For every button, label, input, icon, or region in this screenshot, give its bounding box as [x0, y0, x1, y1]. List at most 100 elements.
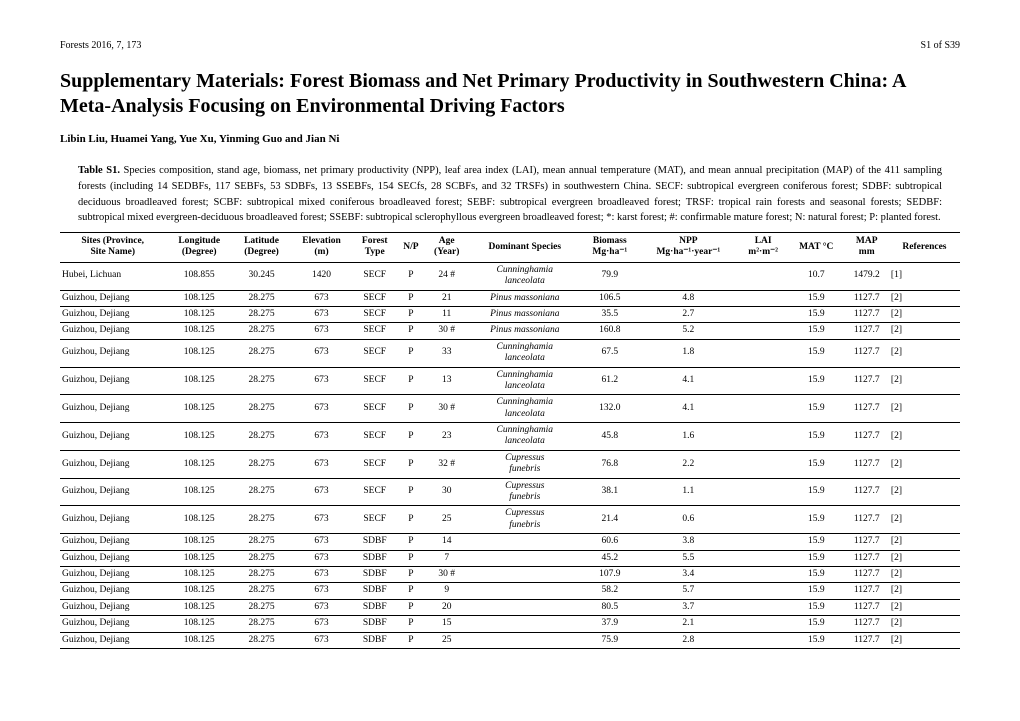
cell: 15.9	[788, 534, 845, 550]
cell: Guizhou, Dejiang	[60, 395, 165, 423]
col-lon: Longitude(Degree)	[165, 233, 232, 263]
cell: 28.275	[233, 306, 290, 322]
cell	[738, 583, 788, 599]
cell: 20	[425, 599, 468, 615]
cell: 13	[425, 367, 468, 395]
cell: 3.8	[638, 534, 738, 550]
cell: SDBF	[353, 566, 397, 582]
cell: [2]	[889, 339, 960, 367]
cell: Guizhou, Dejiang	[60, 583, 165, 599]
cell: 28.275	[233, 534, 290, 550]
cell: 108.125	[165, 506, 232, 534]
cell: 108.125	[165, 534, 232, 550]
cell: P	[397, 616, 425, 632]
cell: 15	[425, 616, 468, 632]
cell: 108.125	[165, 632, 232, 648]
cell: 673	[290, 632, 353, 648]
cell	[738, 566, 788, 582]
cell: P	[397, 290, 425, 306]
cell	[468, 583, 581, 599]
cell: [2]	[889, 423, 960, 451]
cell: 108.125	[165, 339, 232, 367]
cell: Cupressusfunebris	[468, 506, 581, 534]
cell: 2.1	[638, 616, 738, 632]
cell: Cunninghamialanceolata	[468, 367, 581, 395]
cell: [2]	[889, 450, 960, 478]
article-title: Supplementary Materials: Forest Biomass …	[60, 69, 960, 119]
cell: Guizhou, Dejiang	[60, 339, 165, 367]
cell: 1127.7	[845, 506, 889, 534]
cell: Cupressusfunebris	[468, 478, 581, 506]
cell: [1]	[889, 262, 960, 290]
cell: P	[397, 262, 425, 290]
cell: 1.6	[638, 423, 738, 451]
cell: 15.9	[788, 367, 845, 395]
table-row: Guizhou, Dejiang108.12528.275673SECFP13C…	[60, 367, 960, 395]
page-number: S1 of S39	[921, 40, 960, 51]
cell: 107.9	[581, 566, 638, 582]
cell: 2.7	[638, 306, 738, 322]
cell	[738, 395, 788, 423]
cell: Guizhou, Dejiang	[60, 367, 165, 395]
cell: Guizhou, Dejiang	[60, 323, 165, 339]
cell: Pinus massoniana	[468, 323, 581, 339]
cell: 28.275	[233, 423, 290, 451]
cell: 25	[425, 632, 468, 648]
cell: 3.4	[638, 566, 738, 582]
cell: Guizhou, Dejiang	[60, 478, 165, 506]
cell: 4.1	[638, 367, 738, 395]
cell: 108.125	[165, 616, 232, 632]
cell: 1127.7	[845, 616, 889, 632]
cell: 15.9	[788, 478, 845, 506]
cell: 3.7	[638, 599, 738, 615]
cell: 2.8	[638, 632, 738, 648]
cell	[468, 534, 581, 550]
cell: [2]	[889, 478, 960, 506]
cell: SECF	[353, 478, 397, 506]
cell: 108.125	[165, 395, 232, 423]
col-site: Sites (Province,Site Name)	[60, 233, 165, 263]
cell: 1127.7	[845, 306, 889, 322]
cell: SECF	[353, 367, 397, 395]
cell: 30 #	[425, 323, 468, 339]
cell: P	[397, 478, 425, 506]
cell: SDBF	[353, 599, 397, 615]
cell: 15.9	[788, 323, 845, 339]
cell	[738, 478, 788, 506]
cell: SDBF	[353, 550, 397, 566]
cell: 80.5	[581, 599, 638, 615]
col-species: Dominant Species	[468, 233, 581, 263]
cell: 28.275	[233, 599, 290, 615]
cell: 30	[425, 478, 468, 506]
cell: 61.2	[581, 367, 638, 395]
cell: 1.1	[638, 478, 738, 506]
cell: 1127.7	[845, 583, 889, 599]
cell: 673	[290, 450, 353, 478]
cell: Guizhou, Dejiang	[60, 534, 165, 550]
cell	[738, 550, 788, 566]
table-row: Hubei, Lichuan108.85530.2451420SECFP24 #…	[60, 262, 960, 290]
cell: 30 #	[425, 395, 468, 423]
table-row: Guizhou, Dejiang108.12528.275673SECFP30C…	[60, 478, 960, 506]
cell: [2]	[889, 583, 960, 599]
cell	[738, 262, 788, 290]
cell: SDBF	[353, 583, 397, 599]
table-row: Guizhou, Dejiang108.12528.275673SDBFP153…	[60, 616, 960, 632]
caption-label: Table S1.	[78, 165, 120, 176]
cell: Pinus massoniana	[468, 290, 581, 306]
cell: [2]	[889, 506, 960, 534]
cell: Guizhou, Dejiang	[60, 599, 165, 615]
table-row: Guizhou, Dejiang108.12528.275673SDBFP257…	[60, 632, 960, 648]
cell: Guizhou, Dejiang	[60, 566, 165, 582]
cell: [2]	[889, 395, 960, 423]
cell	[738, 339, 788, 367]
cell: 10.7	[788, 262, 845, 290]
cell: Guizhou, Dejiang	[60, 306, 165, 322]
cell: 67.5	[581, 339, 638, 367]
cell: 673	[290, 478, 353, 506]
cell: 28.275	[233, 632, 290, 648]
cell: P	[397, 583, 425, 599]
caption-text: Species composition, stand age, biomass,…	[78, 165, 942, 223]
cell: P	[397, 534, 425, 550]
cell: [2]	[889, 616, 960, 632]
